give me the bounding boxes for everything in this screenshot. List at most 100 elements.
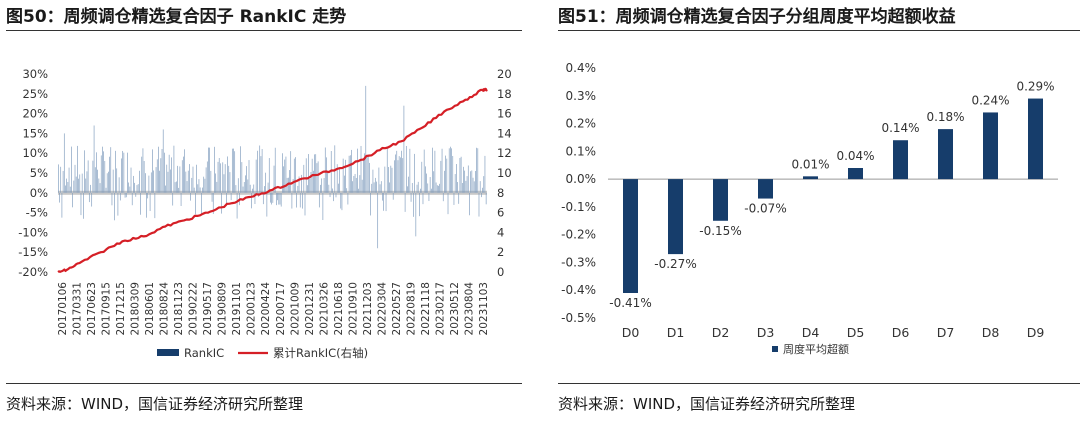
rankic-bar	[246, 166, 247, 193]
rankic-bar	[249, 184, 251, 193]
rankic-bar	[67, 181, 69, 193]
rankic-bar	[318, 192, 320, 208]
rankic-bar	[168, 154, 170, 193]
rankic-bar	[88, 192, 90, 203]
rankic-bar	[473, 181, 475, 193]
rankic-bar	[315, 154, 317, 193]
right-y-tick-label: 12	[497, 146, 512, 160]
rankic-bar	[148, 175, 150, 193]
group-bar-value-label: -0.27%	[654, 257, 696, 271]
rankic-bar	[111, 192, 113, 206]
rankic-bar	[440, 160, 442, 193]
rankic-bar	[93, 125, 95, 193]
rankic-bar	[187, 170, 189, 193]
left-y-tick-label: -10%	[18, 225, 48, 239]
rankic-bar	[463, 166, 464, 193]
rankic-bar	[425, 166, 426, 193]
rankic-bar	[460, 156, 462, 193]
rankic-bar	[471, 170, 473, 193]
rankic-bar	[227, 156, 228, 193]
x-tick-label: 20210618	[333, 282, 345, 335]
rankic-bar	[77, 145, 78, 193]
rankic-bar	[159, 170, 160, 193]
rankic-bar	[80, 192, 82, 216]
left-y-tick-label: 10%	[22, 146, 48, 160]
rankic-bar	[110, 147, 112, 193]
group-bar-d3	[758, 179, 773, 199]
rankic-bar	[273, 165, 275, 193]
rankic-bar	[276, 192, 277, 206]
rankic-bar	[423, 149, 425, 193]
rankic-bar	[265, 172, 267, 193]
rankic-bar	[220, 163, 221, 193]
rankic-bar	[75, 176, 77, 193]
right-figure-panel: 图51：周频调仓精选复合因子分组周度平均超额收益 -0.5% -0.4% -0.3%…	[552, 0, 1080, 424]
group-bar-d1	[668, 179, 683, 255]
rankic-bar	[364, 153, 365, 193]
rankic-bar	[154, 192, 156, 219]
rankic-bar	[456, 164, 457, 193]
y-tick-label: 0.0%	[566, 172, 597, 186]
rankic-bar	[339, 168, 340, 193]
x-category-label: D0	[622, 325, 640, 340]
rankic-bar	[285, 156, 287, 193]
rankic-bar	[384, 166, 386, 193]
rankic-bar	[251, 192, 252, 209]
rankic-bar	[277, 192, 278, 201]
rankic-bar	[360, 145, 362, 193]
rankic-bar	[105, 187, 107, 193]
rankic-bar	[366, 156, 368, 193]
rankic-bar	[104, 160, 106, 193]
rankic-bar	[386, 147, 388, 193]
group-bar-d6	[893, 140, 908, 180]
rankic-bar	[96, 152, 97, 193]
rankic-bar	[253, 184, 255, 193]
rankic-bar	[475, 170, 476, 193]
rankic-bar	[408, 176, 410, 193]
rankic-bar	[414, 153, 415, 193]
rankic-bar	[296, 192, 297, 208]
rankic-bar	[383, 192, 384, 211]
rankic-bar	[171, 157, 172, 193]
rankic-bar	[410, 192, 412, 202]
left-y-tick-label: -5%	[26, 206, 48, 220]
rankic-bar	[98, 178, 100, 193]
rankic-bar	[390, 165, 392, 193]
rankic-bar	[448, 148, 450, 193]
rankic-bar	[161, 148, 163, 193]
rankic-bar	[372, 169, 374, 193]
right-source-note: 资料来源：WIND，国信证券经济研究所整理	[558, 395, 856, 413]
rankic-bar	[143, 161, 145, 193]
rankic-bar	[115, 150, 116, 193]
rankic-bar	[351, 149, 352, 193]
rankic-bar	[119, 192, 121, 201]
rankic-bar	[66, 178, 67, 193]
right-title-rule	[558, 30, 1080, 31]
rankic-bar	[165, 185, 166, 193]
rankic-bar	[167, 171, 169, 193]
rankic-bar	[419, 192, 420, 217]
right-y-tick-label: 18	[497, 87, 512, 101]
x-category-label: D1	[667, 325, 685, 340]
right-y-tick-label: 8	[497, 186, 504, 200]
rankic-bar	[397, 160, 399, 193]
rankic-bar	[90, 184, 91, 193]
rankic-bar	[92, 160, 94, 193]
legend-rankic-label: RankIC	[184, 346, 224, 360]
rankic-bar	[298, 176, 300, 193]
rankic-bar	[252, 188, 253, 193]
rankic-bar	[231, 148, 233, 193]
x-tick-label: 20201009	[289, 282, 301, 335]
x-tick-label: 20211203	[362, 282, 374, 335]
rankic-bar	[416, 184, 418, 193]
rankic-bar	[204, 178, 206, 193]
rankic-bar	[314, 154, 315, 193]
rankic-bar	[97, 169, 98, 193]
right-figure-title: 图51：周频调仓精选复合因子分组周度平均超额收益	[558, 7, 956, 27]
rankic-bar	[376, 181, 377, 193]
rankic-bar	[290, 151, 292, 193]
rankic-bar	[217, 161, 219, 193]
rankic-bar	[129, 186, 131, 193]
rankic-bar	[485, 192, 487, 205]
rankic-bar	[214, 146, 215, 193]
